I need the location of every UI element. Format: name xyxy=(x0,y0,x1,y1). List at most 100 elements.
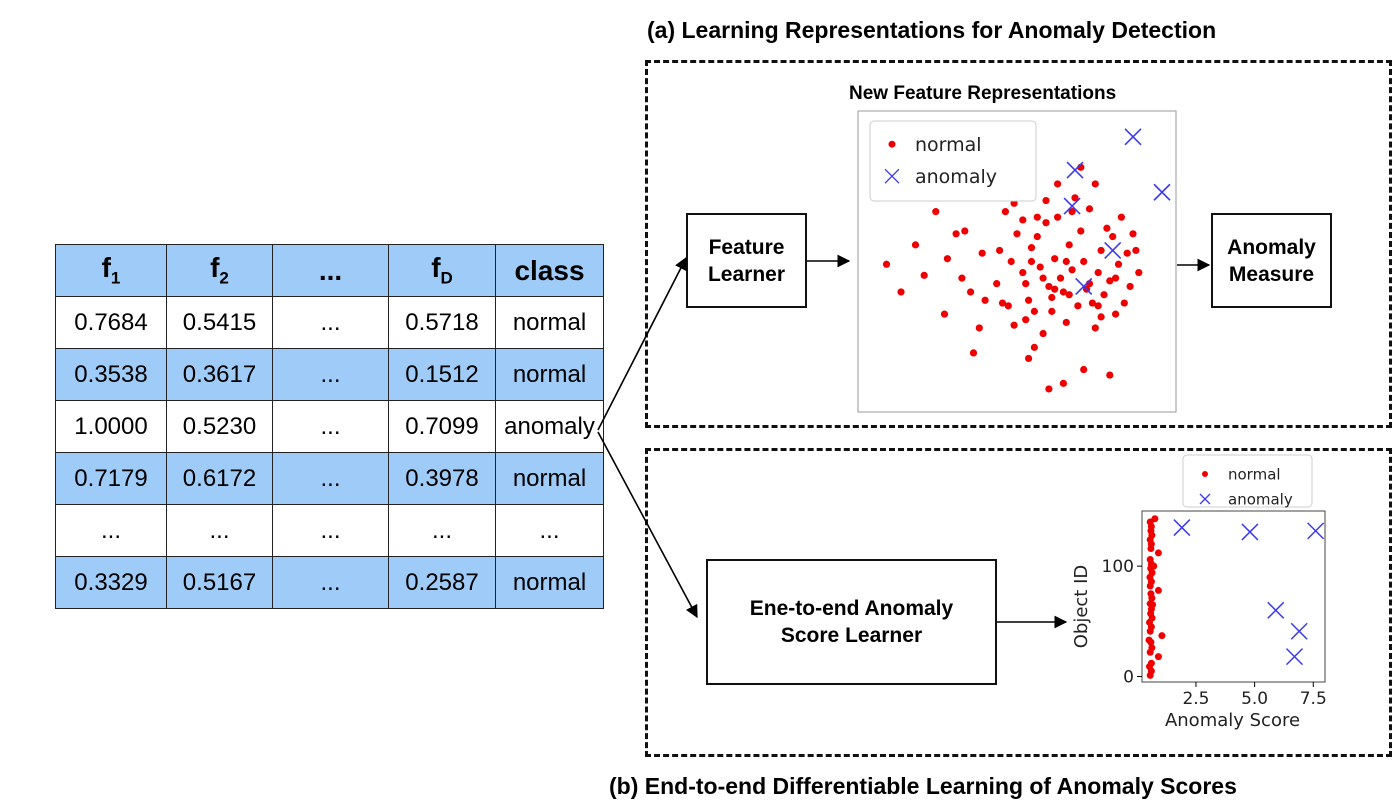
legend-normal-marker xyxy=(1202,471,1208,477)
normal-point xyxy=(1097,313,1105,321)
table-cell: 0.5718 xyxy=(388,296,496,349)
anomaly-measure-box: Anomaly Measure xyxy=(1211,213,1332,308)
normal-point xyxy=(1147,659,1155,667)
normal-point xyxy=(1088,299,1096,307)
normal-point xyxy=(1013,230,1021,238)
anomaly-point-stroke xyxy=(1241,523,1259,541)
normal-point xyxy=(1048,307,1056,315)
header-ellipsis: ... xyxy=(272,244,389,297)
normal-point xyxy=(1091,324,1099,332)
normal-point xyxy=(1071,194,1079,202)
anomaly-point-stroke xyxy=(1285,648,1304,666)
normal-point xyxy=(943,255,952,263)
normal-point xyxy=(1106,371,1114,379)
normal-point xyxy=(1019,216,1027,224)
anomaly-point-stroke xyxy=(1066,161,1084,179)
normal-point xyxy=(1059,379,1067,387)
anomaly-point-stroke xyxy=(1124,128,1142,146)
table-cell: normal xyxy=(495,556,604,609)
anomaly-point-stroke xyxy=(1267,601,1285,619)
legend-normal-label: normal xyxy=(915,134,982,156)
table-cell: 0.1512 xyxy=(388,348,496,401)
normal-point xyxy=(1080,257,1088,266)
normal-point xyxy=(1054,180,1062,188)
normal-point xyxy=(1074,302,1082,310)
normal-point xyxy=(1039,329,1047,338)
normal-point xyxy=(920,271,928,279)
legend-anomaly-label: anomaly xyxy=(915,166,997,188)
legend-normal-label: normal xyxy=(1228,465,1281,483)
normal-point xyxy=(1135,268,1143,277)
anomaly-point xyxy=(884,168,900,184)
panel-a-frame xyxy=(645,60,1392,428)
table-cell: 0.3538 xyxy=(55,348,167,401)
normal-point xyxy=(1036,263,1044,271)
anomaly-point xyxy=(1153,183,1171,201)
new-feature-plot-title: New Feature Representations xyxy=(849,83,1117,104)
normal-point xyxy=(975,324,983,332)
table-row: 0.7179 0.6172... 0.3978 normal xyxy=(55,452,604,505)
normal-point xyxy=(1147,590,1155,598)
normal-point xyxy=(1077,227,1085,235)
normal-point xyxy=(1056,274,1065,282)
normal-point xyxy=(958,274,966,282)
anomaly-point-stroke xyxy=(1153,183,1171,201)
normal-point xyxy=(940,310,949,318)
normal-point xyxy=(1145,636,1153,644)
new-feature-scatter-plot: normal anomaly xyxy=(857,110,1177,413)
table-cell: 0.7684 xyxy=(55,296,167,349)
normal-point xyxy=(1100,291,1108,299)
normal-point xyxy=(1120,299,1128,307)
normal-point xyxy=(1019,268,1027,277)
table-cell: ... xyxy=(272,400,389,453)
normal-point xyxy=(1054,213,1062,221)
anomaly-point xyxy=(1285,648,1304,666)
normal-point xyxy=(1154,549,1162,557)
table-cell: 0.5415 xyxy=(166,296,273,349)
x-tick-label: 2.5 xyxy=(1182,689,1209,709)
normal-point xyxy=(1154,586,1162,594)
normal-point xyxy=(1048,293,1056,302)
normal-point xyxy=(1097,246,1105,255)
anomaly-point-stroke xyxy=(884,168,900,184)
anomaly-point xyxy=(1290,622,1308,640)
legend-anomaly-label: anomaly xyxy=(1228,490,1293,508)
anomaly-point-stroke xyxy=(1104,241,1122,259)
normal-point xyxy=(1039,274,1047,282)
normal-point xyxy=(1033,213,1041,221)
normal-point xyxy=(1149,601,1157,609)
normal-point xyxy=(1007,257,1015,266)
table-cell: ... xyxy=(495,504,604,557)
y-axis-label: Object ID xyxy=(1071,565,1092,649)
normal-point xyxy=(1068,266,1076,274)
normal-point xyxy=(1106,277,1114,285)
table-row: ............... xyxy=(55,504,604,557)
normal-point xyxy=(1117,213,1125,221)
normal-point xyxy=(1123,249,1131,257)
normal-point xyxy=(1150,562,1158,570)
normal-point xyxy=(1065,291,1073,299)
table-cell: 0.5230 xyxy=(166,400,273,453)
normal-point xyxy=(1030,307,1038,315)
normal-point xyxy=(1109,232,1117,241)
arrow-table-to-feature-learner xyxy=(597,256,687,431)
plot-frame xyxy=(1141,510,1326,683)
table-cell: ... xyxy=(55,504,167,557)
normal-point xyxy=(1085,205,1094,213)
table-cell: anomaly xyxy=(495,400,604,453)
legend-box xyxy=(869,120,1037,202)
normal-point xyxy=(1112,274,1120,282)
normal-point xyxy=(1062,257,1070,266)
table-header-row: f1 f2 ... fD class xyxy=(55,244,604,297)
table-cell: ... xyxy=(272,296,389,349)
panel-b-heading: (b) End-to-end Differentiable Learning o… xyxy=(609,773,1237,799)
normal-point xyxy=(1004,302,1012,310)
normal-point xyxy=(961,227,969,235)
score-learner-box: Ene-to-end Anomaly Score Learner xyxy=(706,559,997,685)
normal-point xyxy=(1146,556,1154,564)
table-cell: 0.5167 xyxy=(166,556,273,609)
normal-point xyxy=(1158,632,1166,640)
legend-normal-marker xyxy=(888,140,896,148)
x-tick-label: 5.0 xyxy=(1241,689,1268,709)
